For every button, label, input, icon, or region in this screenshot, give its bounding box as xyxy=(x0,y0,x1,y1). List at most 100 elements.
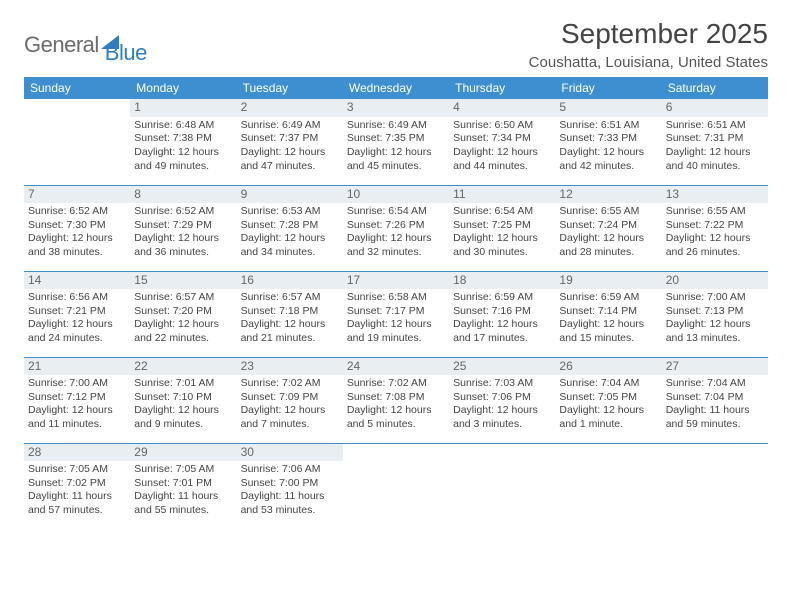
daylight-line: Daylight: 12 hours and 7 minutes. xyxy=(241,404,339,431)
sunset-line: Sunset: 7:22 PM xyxy=(666,219,764,233)
day-number: 13 xyxy=(662,186,768,204)
calendar-cell: 30Sunrise: 7:06 AMSunset: 7:00 PMDayligh… xyxy=(237,443,343,529)
daylight-line: Daylight: 12 hours and 36 minutes. xyxy=(134,232,232,259)
calendar-cell: 19Sunrise: 6:59 AMSunset: 7:14 PMDayligh… xyxy=(555,271,661,357)
calendar-cell: 8Sunrise: 6:52 AMSunset: 7:29 PMDaylight… xyxy=(130,185,236,271)
daylight-line: Daylight: 12 hours and 13 minutes. xyxy=(666,318,764,345)
sunset-line: Sunset: 7:24 PM xyxy=(559,219,657,233)
sunrise-line: Sunrise: 6:58 AM xyxy=(347,291,445,305)
sunset-line: Sunset: 7:00 PM xyxy=(241,477,339,491)
sunset-line: Sunset: 7:05 PM xyxy=(559,391,657,405)
calendar-cell: 26Sunrise: 7:04 AMSunset: 7:05 PMDayligh… xyxy=(555,357,661,443)
sunset-line: Sunset: 7:37 PM xyxy=(241,132,339,146)
day-number: 29 xyxy=(130,444,236,462)
sunset-line: Sunset: 7:08 PM xyxy=(347,391,445,405)
sunrise-line: Sunrise: 7:04 AM xyxy=(666,377,764,391)
sunrise-line: Sunrise: 6:56 AM xyxy=(28,291,126,305)
page: General Blue September 2025 Coushatta, L… xyxy=(0,0,792,529)
daylight-line: Daylight: 12 hours and 38 minutes. xyxy=(28,232,126,259)
daylight-line: Daylight: 12 hours and 17 minutes. xyxy=(453,318,551,345)
calendar-row: 28Sunrise: 7:05 AMSunset: 7:02 PMDayligh… xyxy=(24,443,768,529)
calendar-cell: 29Sunrise: 7:05 AMSunset: 7:01 PMDayligh… xyxy=(130,443,236,529)
calendar-cell: 27Sunrise: 7:04 AMSunset: 7:04 PMDayligh… xyxy=(662,357,768,443)
sunrise-line: Sunrise: 7:02 AM xyxy=(241,377,339,391)
calendar-cell xyxy=(343,443,449,529)
daylight-line: Daylight: 12 hours and 11 minutes. xyxy=(28,404,126,431)
daylight-line: Daylight: 12 hours and 28 minutes. xyxy=(559,232,657,259)
day-number: 23 xyxy=(237,358,343,376)
calendar-cell: 6Sunrise: 6:51 AMSunset: 7:31 PMDaylight… xyxy=(662,99,768,185)
calendar-row: 21Sunrise: 7:00 AMSunset: 7:12 PMDayligh… xyxy=(24,357,768,443)
logo-word-2: Blue xyxy=(105,24,147,66)
day-number: 5 xyxy=(555,99,661,117)
daylight-line: Daylight: 12 hours and 49 minutes. xyxy=(134,146,232,173)
calendar-cell xyxy=(24,99,130,185)
sunrise-line: Sunrise: 7:02 AM xyxy=(347,377,445,391)
sunrise-line: Sunrise: 6:54 AM xyxy=(453,205,551,219)
calendar-cell: 5Sunrise: 6:51 AMSunset: 7:33 PMDaylight… xyxy=(555,99,661,185)
calendar-cell: 7Sunrise: 6:52 AMSunset: 7:30 PMDaylight… xyxy=(24,185,130,271)
sunrise-line: Sunrise: 7:00 AM xyxy=(28,377,126,391)
sunset-line: Sunset: 7:12 PM xyxy=(28,391,126,405)
page-title: September 2025 xyxy=(529,18,768,50)
sunset-line: Sunset: 7:21 PM xyxy=(28,305,126,319)
daylight-line: Daylight: 12 hours and 5 minutes. xyxy=(347,404,445,431)
sunrise-line: Sunrise: 6:57 AM xyxy=(134,291,232,305)
title-block: September 2025 Coushatta, Louisiana, Uni… xyxy=(529,18,768,71)
calendar-cell: 20Sunrise: 7:00 AMSunset: 7:13 PMDayligh… xyxy=(662,271,768,357)
calendar-cell xyxy=(555,443,661,529)
daylight-line: Daylight: 12 hours and 30 minutes. xyxy=(453,232,551,259)
daylight-line: Daylight: 12 hours and 22 minutes. xyxy=(134,318,232,345)
sunset-line: Sunset: 7:18 PM xyxy=(241,305,339,319)
day-number: 1 xyxy=(130,99,236,117)
sunrise-line: Sunrise: 7:03 AM xyxy=(453,377,551,391)
calendar-row: 1Sunrise: 6:48 AMSunset: 7:38 PMDaylight… xyxy=(24,99,768,185)
sunset-line: Sunset: 7:31 PM xyxy=(666,132,764,146)
daylight-line: Daylight: 12 hours and 1 minute. xyxy=(559,404,657,431)
calendar-cell: 3Sunrise: 6:49 AMSunset: 7:35 PMDaylight… xyxy=(343,99,449,185)
day-number: 16 xyxy=(237,272,343,290)
calendar-cell: 23Sunrise: 7:02 AMSunset: 7:09 PMDayligh… xyxy=(237,357,343,443)
sunset-line: Sunset: 7:06 PM xyxy=(453,391,551,405)
day-number: 11 xyxy=(449,186,555,204)
sunrise-line: Sunrise: 7:05 AM xyxy=(28,463,126,477)
sunrise-line: Sunrise: 6:49 AM xyxy=(241,119,339,133)
sunset-line: Sunset: 7:38 PM xyxy=(134,132,232,146)
calendar-cell: 10Sunrise: 6:54 AMSunset: 7:26 PMDayligh… xyxy=(343,185,449,271)
weekday-header: Friday xyxy=(555,77,661,99)
day-number: 21 xyxy=(24,358,130,376)
sunrise-line: Sunrise: 7:06 AM xyxy=(241,463,339,477)
daylight-line: Daylight: 12 hours and 32 minutes. xyxy=(347,232,445,259)
sunset-line: Sunset: 7:26 PM xyxy=(347,219,445,233)
calendar-cell: 12Sunrise: 6:55 AMSunset: 7:24 PMDayligh… xyxy=(555,185,661,271)
calendar-cell: 1 Sunrise: 6:48 AMSunset: 7:38 PMDaylight… xyxy=(130,99,236,185)
day-number: 19 xyxy=(555,272,661,290)
calendar-cell xyxy=(662,443,768,529)
weekday-header: Wednesday xyxy=(343,77,449,99)
sunset-line: Sunset: 7:25 PM xyxy=(453,219,551,233)
day-number: 18 xyxy=(449,272,555,290)
day-number: 27 xyxy=(662,358,768,376)
sunrise-line: Sunrise: 6:59 AM xyxy=(559,291,657,305)
calendar-cell: 14Sunrise: 6:56 AMSunset: 7:21 PMDayligh… xyxy=(24,271,130,357)
daylight-line: Daylight: 12 hours and 34 minutes. xyxy=(241,232,339,259)
calendar-row: 7Sunrise: 6:52 AMSunset: 7:30 PMDaylight… xyxy=(24,185,768,271)
daylight-line: Daylight: 12 hours and 9 minutes. xyxy=(134,404,232,431)
day-number: 3 xyxy=(343,99,449,117)
calendar-table: Sunday Monday Tuesday Wednesday Thursday… xyxy=(24,77,768,529)
sunset-line: Sunset: 7:35 PM xyxy=(347,132,445,146)
daylight-line: Daylight: 12 hours and 42 minutes. xyxy=(559,146,657,173)
sunrise-line: Sunrise: 7:05 AM xyxy=(134,463,232,477)
calendar-cell: 24Sunrise: 7:02 AMSunset: 7:08 PMDayligh… xyxy=(343,357,449,443)
calendar-cell: 21Sunrise: 7:00 AMSunset: 7:12 PMDayligh… xyxy=(24,357,130,443)
sunrise-line: Sunrise: 6:48 AM xyxy=(134,119,232,133)
sunrise-line: Sunrise: 7:01 AM xyxy=(134,377,232,391)
calendar-body: 1Sunrise: 6:48 AMSunset: 7:38 PMDaylight… xyxy=(24,99,768,529)
day-number: 17 xyxy=(343,272,449,290)
sunrise-line: Sunrise: 7:00 AM xyxy=(666,291,764,305)
weekday-header: Monday xyxy=(130,77,236,99)
calendar-cell: 25Sunrise: 7:03 AMSunset: 7:06 PMDayligh… xyxy=(449,357,555,443)
daylight-line: Daylight: 11 hours and 59 minutes. xyxy=(666,404,764,431)
day-number: 14 xyxy=(24,272,130,290)
calendar-cell: 11Sunrise: 6:54 AMSunset: 7:25 PMDayligh… xyxy=(449,185,555,271)
